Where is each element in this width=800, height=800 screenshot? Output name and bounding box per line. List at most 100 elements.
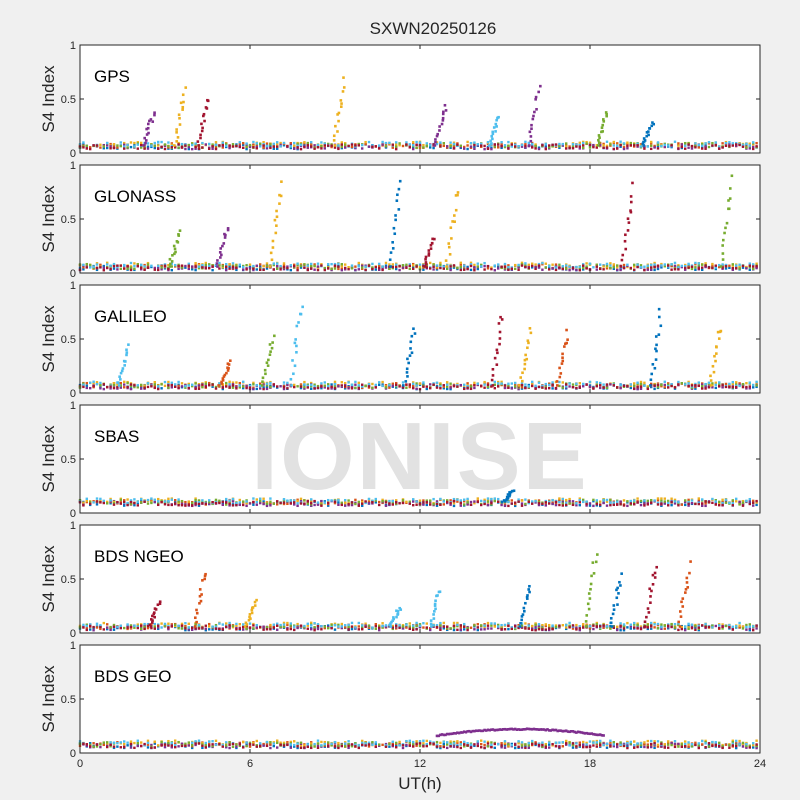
data-point <box>548 264 551 268</box>
data-point <box>378 268 381 271</box>
data-point <box>558 624 561 627</box>
data-point <box>469 264 473 268</box>
data-point <box>175 128 178 131</box>
data-point <box>231 624 235 628</box>
data-point <box>544 385 547 389</box>
data-point <box>222 375 226 378</box>
data-point <box>225 142 228 146</box>
data-point <box>422 146 425 149</box>
data-point <box>629 625 632 628</box>
data-point <box>466 140 469 144</box>
data-point <box>259 268 262 272</box>
data-point <box>719 265 723 268</box>
data-point <box>456 500 459 503</box>
data-point <box>578 625 581 628</box>
data-point <box>276 141 279 144</box>
data-point <box>259 265 262 268</box>
data-point <box>344 387 347 390</box>
data-point <box>397 208 401 211</box>
data-point <box>636 265 639 269</box>
data-point <box>167 146 170 149</box>
data-point <box>636 145 639 148</box>
data-point <box>717 337 721 340</box>
data-point <box>106 500 109 504</box>
data-point <box>201 146 204 149</box>
data-point <box>517 144 520 148</box>
data-point <box>731 499 734 502</box>
data-point <box>707 386 711 389</box>
data-point <box>687 384 690 388</box>
data-point <box>398 142 401 145</box>
data-point <box>745 499 748 503</box>
data-point <box>303 145 306 149</box>
data-point <box>174 502 177 505</box>
data-point <box>123 386 126 389</box>
data-point <box>136 263 139 266</box>
data-point <box>565 145 568 148</box>
data-point <box>663 627 666 630</box>
data-point <box>225 385 228 388</box>
data-point <box>129 499 133 502</box>
data-point <box>197 499 201 502</box>
data-point <box>531 502 534 505</box>
data-point <box>595 623 598 626</box>
data-point <box>122 359 126 363</box>
data-point <box>440 122 444 126</box>
data-point <box>731 263 734 266</box>
data-point <box>384 266 388 269</box>
data-point <box>286 266 289 270</box>
data-point <box>289 264 292 267</box>
data-point <box>109 387 112 390</box>
data-point <box>537 499 541 502</box>
data-point <box>163 503 167 506</box>
data-point <box>85 623 88 626</box>
data-point <box>667 623 670 626</box>
data-point <box>459 261 462 265</box>
data-point <box>99 497 102 501</box>
data-point <box>626 144 629 148</box>
data-point <box>344 266 347 270</box>
data-point <box>551 381 554 384</box>
data-point <box>677 504 680 507</box>
data-point <box>225 501 228 504</box>
data-point <box>378 264 381 268</box>
data-point <box>177 386 180 390</box>
data-point <box>299 264 303 268</box>
data-point <box>371 386 374 389</box>
data-point <box>286 499 289 502</box>
data-point <box>544 623 547 626</box>
data-point <box>714 624 717 628</box>
data-point <box>231 262 235 265</box>
data-point <box>670 384 673 388</box>
data-point <box>449 499 452 502</box>
data-point <box>194 502 197 505</box>
data-point <box>527 385 530 388</box>
data-point <box>350 383 354 386</box>
data-point <box>595 146 598 149</box>
data-point <box>231 384 235 387</box>
data-point <box>442 142 445 145</box>
data-point <box>605 498 609 502</box>
data-point <box>595 265 598 268</box>
data-point <box>561 144 564 147</box>
data-point <box>129 625 133 629</box>
data-point <box>510 267 513 270</box>
data-point <box>738 621 741 625</box>
data-point <box>357 386 360 390</box>
data-point <box>175 131 178 134</box>
data-point <box>296 142 299 146</box>
data-point <box>388 503 391 506</box>
data-point <box>296 268 299 272</box>
data-point <box>313 385 316 388</box>
data-point <box>337 503 340 506</box>
data-point <box>167 267 170 271</box>
data-point <box>624 233 627 237</box>
data-point <box>636 263 639 266</box>
data-point <box>191 384 194 388</box>
data-point <box>279 623 282 627</box>
data-point <box>99 143 102 146</box>
data-point <box>367 497 371 501</box>
data-point <box>388 258 392 262</box>
data-point <box>687 502 690 506</box>
data-point <box>748 268 751 272</box>
